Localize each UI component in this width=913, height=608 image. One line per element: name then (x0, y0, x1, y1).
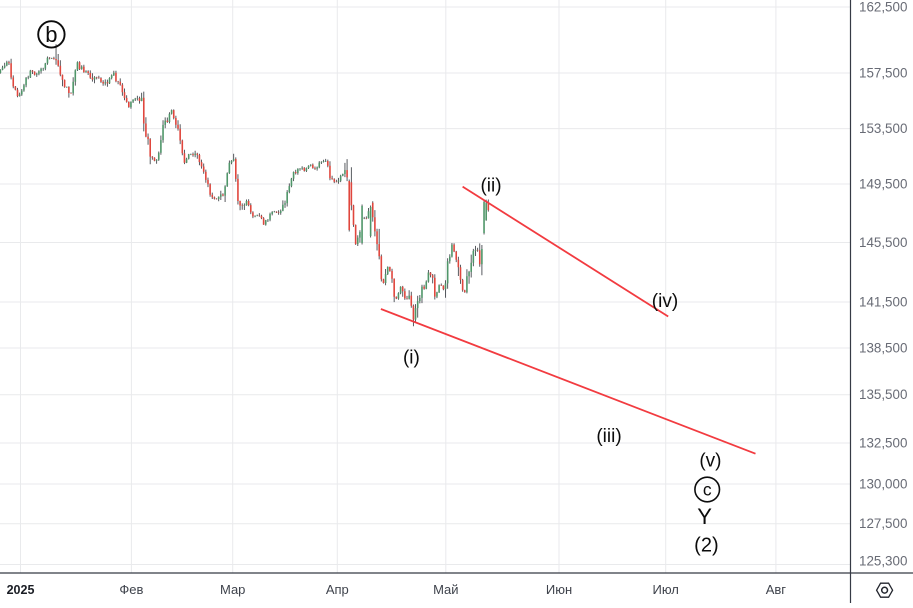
svg-text:(iii): (iii) (596, 426, 621, 447)
svg-text:Фев: Фев (119, 582, 143, 597)
svg-text:(ii): (ii) (480, 176, 501, 197)
svg-text:Июл: Июл (652, 582, 678, 597)
svg-text:132,500: 132,500 (859, 435, 907, 450)
svg-text:2025: 2025 (7, 583, 35, 597)
svg-text:153,500: 153,500 (859, 121, 907, 136)
svg-text:157,500: 157,500 (859, 65, 907, 80)
svg-text:Апр: Апр (326, 582, 349, 597)
svg-text:138,500: 138,500 (859, 340, 907, 355)
svg-text:141,500: 141,500 (859, 294, 907, 309)
svg-text:Авг: Авг (766, 582, 787, 597)
svg-text:130,000: 130,000 (859, 476, 907, 491)
svg-text:c: c (703, 480, 712, 500)
svg-text:(iv): (iv) (652, 291, 678, 312)
svg-text:149,500: 149,500 (859, 176, 907, 191)
svg-text:Май: Май (433, 582, 458, 597)
svg-text:b: b (45, 22, 57, 47)
svg-text:Июн: Июн (546, 582, 572, 597)
svg-text:(v): (v) (699, 450, 721, 471)
svg-text:145,500: 145,500 (859, 235, 907, 250)
svg-text:Мар: Мар (220, 582, 245, 597)
svg-text:127,500: 127,500 (859, 516, 907, 531)
svg-text:(2): (2) (694, 535, 718, 557)
svg-text:162,500: 162,500 (859, 0, 907, 14)
svg-text:135,500: 135,500 (859, 387, 907, 402)
svg-text:125,300: 125,300 (859, 553, 907, 568)
svg-text:Y: Y (697, 504, 712, 529)
svg-text:(i): (i) (403, 348, 420, 369)
